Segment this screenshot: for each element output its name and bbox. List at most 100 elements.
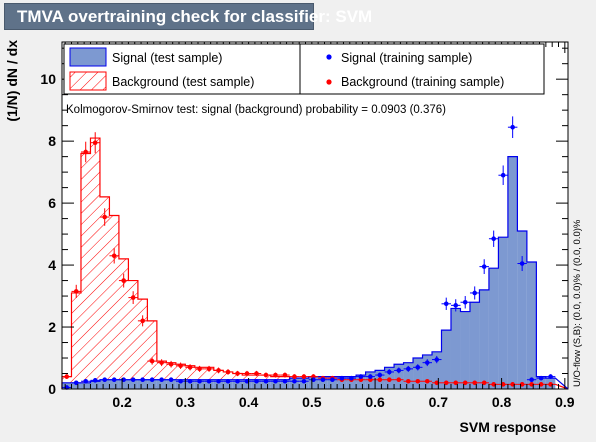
overflow-side-text: U/O-flow (S,B): (0.0, 0.0)% / (0.0, 0.0)…: [572, 219, 583, 387]
y-tick-label: 6: [48, 195, 56, 211]
x-tick-label: 0.3: [176, 394, 196, 410]
y-tick-label: 2: [48, 319, 56, 335]
signal-test-bar: [508, 157, 517, 389]
background-train-point: [150, 359, 155, 364]
background-train-point: [292, 374, 297, 379]
background-train-point: [387, 377, 392, 382]
signal-train-point: [340, 376, 345, 381]
signal-train-point: [216, 379, 221, 384]
background-train-point: [197, 367, 202, 372]
signal-test-bar: [460, 312, 469, 389]
signal-train-point: [264, 379, 269, 384]
background-train-point: [169, 362, 174, 367]
background-train-point: [121, 278, 126, 283]
signal-train-point: [406, 367, 411, 372]
signal-train-point: [235, 379, 240, 384]
y-tick-label: 4: [48, 257, 56, 273]
background-train-point: [378, 377, 383, 382]
x-tick-label: 0.2: [112, 394, 132, 410]
legend-background-train-label: Background (training sample): [341, 75, 504, 89]
signal-train-point: [415, 365, 420, 370]
background-train-point: [425, 379, 430, 384]
signal-train-point: [349, 376, 354, 381]
y-tick-label: 8: [48, 133, 56, 149]
signal-train-point: [387, 370, 392, 375]
signal-test-bar: [413, 358, 422, 389]
background-test-bar: [138, 299, 147, 389]
signal-train-point: [102, 377, 107, 382]
x-tick-label: 0.5: [302, 394, 322, 410]
signal-train-point: [453, 303, 458, 308]
background-train-point: [140, 319, 145, 324]
signal-train-point: [520, 261, 525, 266]
signal-test-bar: [498, 237, 507, 389]
signal-test-bar: [81, 383, 90, 389]
signal-train-point: [83, 379, 88, 384]
x-axis-label: SVM response: [460, 419, 557, 435]
signal-train-point: [140, 377, 145, 382]
background-train-point: [188, 365, 193, 370]
signal-test-bar: [451, 308, 460, 389]
background-train-point: [93, 140, 98, 145]
background-train-point: [235, 371, 240, 376]
legend-signal-train-marker: [326, 54, 331, 59]
signal-train-point: [434, 357, 439, 362]
background-train-point: [283, 373, 288, 378]
signal-train-point: [159, 377, 164, 382]
background-test-bar: [109, 216, 118, 390]
background-train-point: [102, 215, 107, 220]
background-train-point: [415, 379, 420, 384]
signal-train-point: [529, 377, 534, 382]
legend-background-test-label: Background (test sample): [112, 75, 254, 89]
background-test-bar: [90, 138, 99, 389]
signal-train-point: [131, 377, 136, 382]
signal-test-bar: [489, 268, 498, 389]
x-tick-label: 0.7: [429, 394, 449, 410]
signal-train-point: [207, 379, 212, 384]
signal-train-point: [491, 236, 496, 241]
signal-train-point: [178, 379, 183, 384]
background-train-point: [112, 253, 117, 258]
signal-test-bar: [517, 231, 526, 389]
background-train-point: [74, 289, 79, 294]
signal-train-point: [378, 373, 383, 378]
background-train-point: [302, 374, 307, 379]
signal-train-point: [444, 301, 449, 306]
background-train-point: [245, 371, 250, 376]
background-train-point: [64, 374, 69, 379]
background-train-point: [216, 368, 221, 373]
signal-train-point: [112, 377, 117, 382]
legend-background-train-marker: [326, 79, 331, 84]
signal-train-point: [188, 379, 193, 384]
background-train-point: [254, 371, 259, 376]
x-tick-label: 0.4: [239, 394, 259, 410]
y-axis-label: (1/N) dN / dx: [4, 40, 20, 122]
signal-train-point: [321, 377, 326, 382]
legend-signal-train-label: Signal (training sample): [341, 51, 472, 65]
background-train-point: [83, 150, 88, 155]
background-train-point: [273, 373, 278, 378]
signal-train-point: [548, 374, 553, 379]
background-train-point: [264, 373, 269, 378]
signal-train-point: [472, 291, 477, 296]
background-train-point: [397, 377, 402, 382]
background-test-bar: [81, 154, 90, 389]
signal-train-point: [539, 376, 544, 381]
y-tick-label: 0: [48, 381, 56, 397]
background-train-point: [159, 360, 164, 365]
signal-train-point: [283, 379, 288, 384]
background-train-point: [406, 379, 411, 384]
legend-signal-test-label: Signal (test sample): [112, 51, 222, 65]
signal-train-point: [93, 378, 98, 383]
background-train-point: [131, 295, 136, 300]
signal-train-point: [197, 379, 202, 384]
signal-train-point: [273, 379, 278, 384]
background-train-point: [178, 363, 183, 368]
signal-test-bar: [479, 290, 488, 389]
x-tick-label: 0.9: [555, 394, 575, 410]
signal-train-point: [463, 300, 468, 305]
signal-test-bar: [527, 262, 536, 389]
legend-background-test-swatch: [70, 72, 106, 90]
background-train-point: [207, 367, 212, 372]
